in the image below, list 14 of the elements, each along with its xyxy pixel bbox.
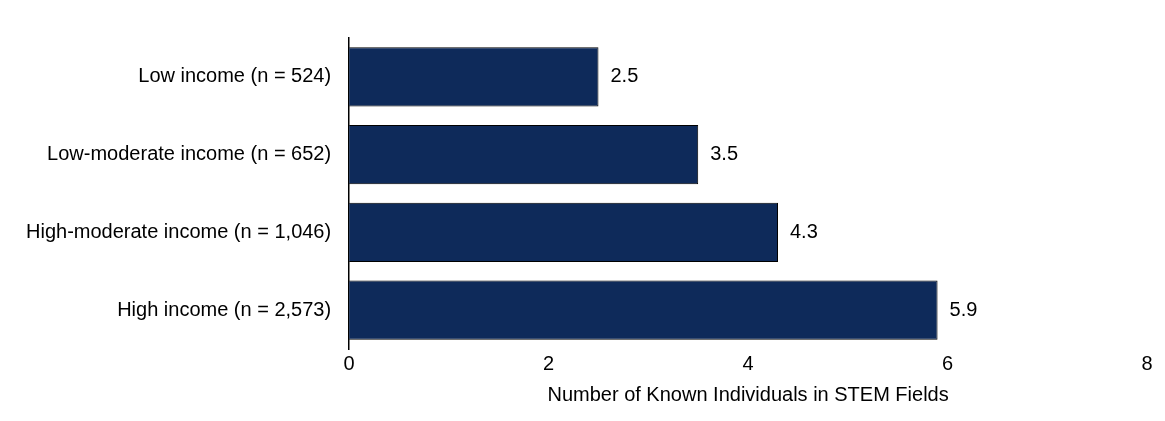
- data-label: 2.5: [610, 64, 639, 87]
- x-tick-label: 2: [543, 351, 555, 374]
- y-tick-label: Low-moderate income (n = 652): [47, 142, 332, 165]
- x-tick-label: 8: [1141, 351, 1153, 374]
- data-label: 3.5: [710, 142, 739, 165]
- y-tick-label: High income (n = 2,573): [117, 297, 332, 320]
- x-tick-label: 4: [742, 351, 754, 374]
- x-tick-label: 6: [941, 351, 954, 374]
- data-label: 4.3: [790, 219, 818, 242]
- y-tick-label: High-moderate income (n = 1,046): [26, 219, 332, 242]
- data-label: 5.9: [949, 297, 978, 320]
- x-axis-title: Number of Known Individuals in STEM Fields: [547, 382, 949, 405]
- y-tick-label: Low income (n = 524): [138, 64, 332, 87]
- x-tick-label: 0: [343, 351, 355, 374]
